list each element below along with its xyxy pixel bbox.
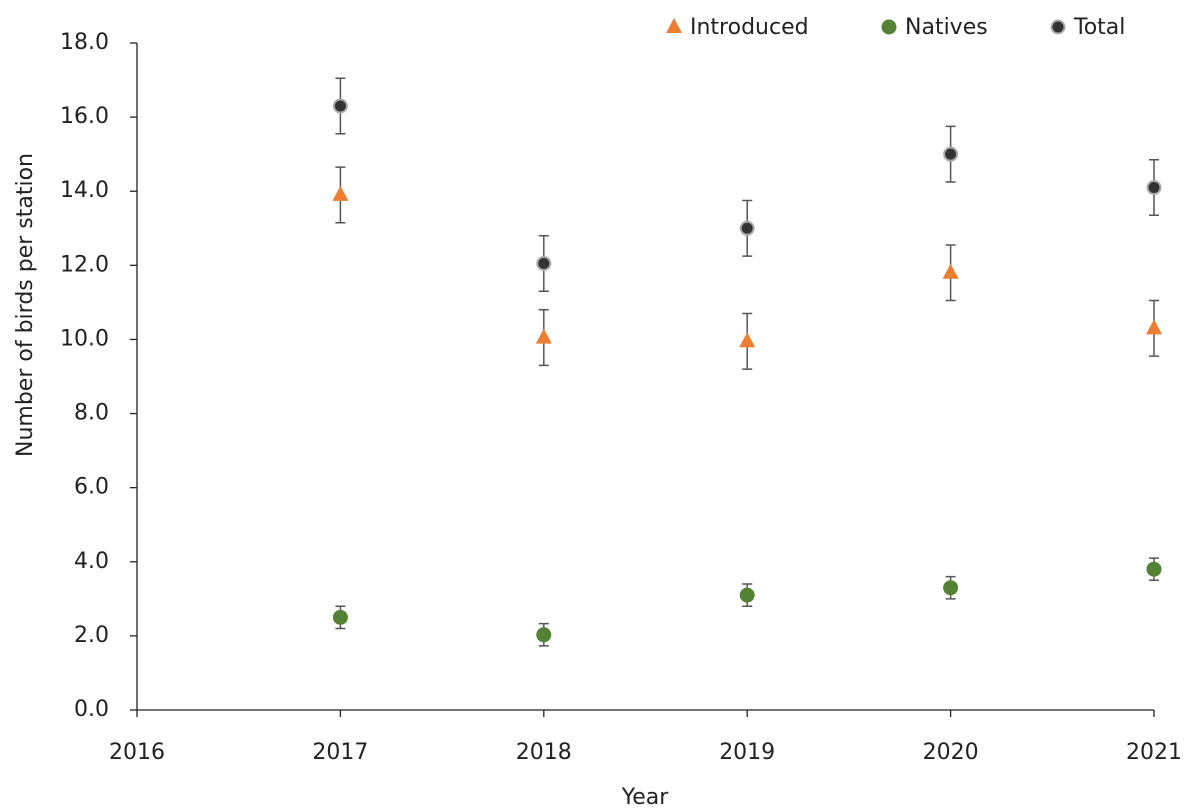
legend-marker — [666, 18, 682, 33]
x-tick-label: 2020 — [923, 740, 979, 765]
point — [1146, 319, 1162, 335]
y-tick-label: 12.0 — [60, 252, 109, 277]
point — [536, 255, 552, 271]
point — [942, 263, 959, 279]
y-tick-label: 6.0 — [74, 475, 109, 500]
point — [1146, 180, 1162, 196]
y-tick-label: 14.0 — [60, 178, 109, 203]
point — [943, 146, 959, 162]
point — [739, 220, 755, 236]
y-tick-label: 2.0 — [74, 623, 109, 648]
point — [739, 587, 755, 603]
y-tick-label: 16.0 — [60, 104, 109, 129]
legend-label: Total — [1073, 15, 1125, 40]
point — [535, 328, 552, 344]
y-tick-label: 18.0 — [60, 30, 109, 55]
y-tick-label: 8.0 — [74, 401, 109, 426]
point — [332, 185, 349, 201]
legend-marker — [1050, 19, 1066, 35]
x-tick-label: 2019 — [719, 740, 775, 765]
y-axis-label: Number of birds per station — [13, 153, 38, 457]
x-tick-label: 2017 — [312, 740, 368, 765]
point — [1146, 561, 1162, 577]
point — [332, 609, 348, 625]
y-tick-label: 0.0 — [74, 697, 109, 722]
point — [943, 580, 959, 596]
point — [739, 332, 756, 348]
x-tick-label: 2018 — [516, 740, 572, 765]
point — [536, 627, 552, 643]
point — [332, 98, 348, 114]
y-tick-label: 4.0 — [74, 549, 109, 574]
y-tick-label: 10.0 — [60, 326, 109, 351]
x-axis-label: Year — [621, 785, 670, 810]
legend-marker — [881, 19, 897, 35]
legend-label: Introduced — [690, 15, 809, 40]
x-tick-label: 2016 — [109, 740, 165, 765]
x-tick-label: 2021 — [1126, 740, 1182, 765]
legend-label: Natives — [905, 15, 988, 40]
